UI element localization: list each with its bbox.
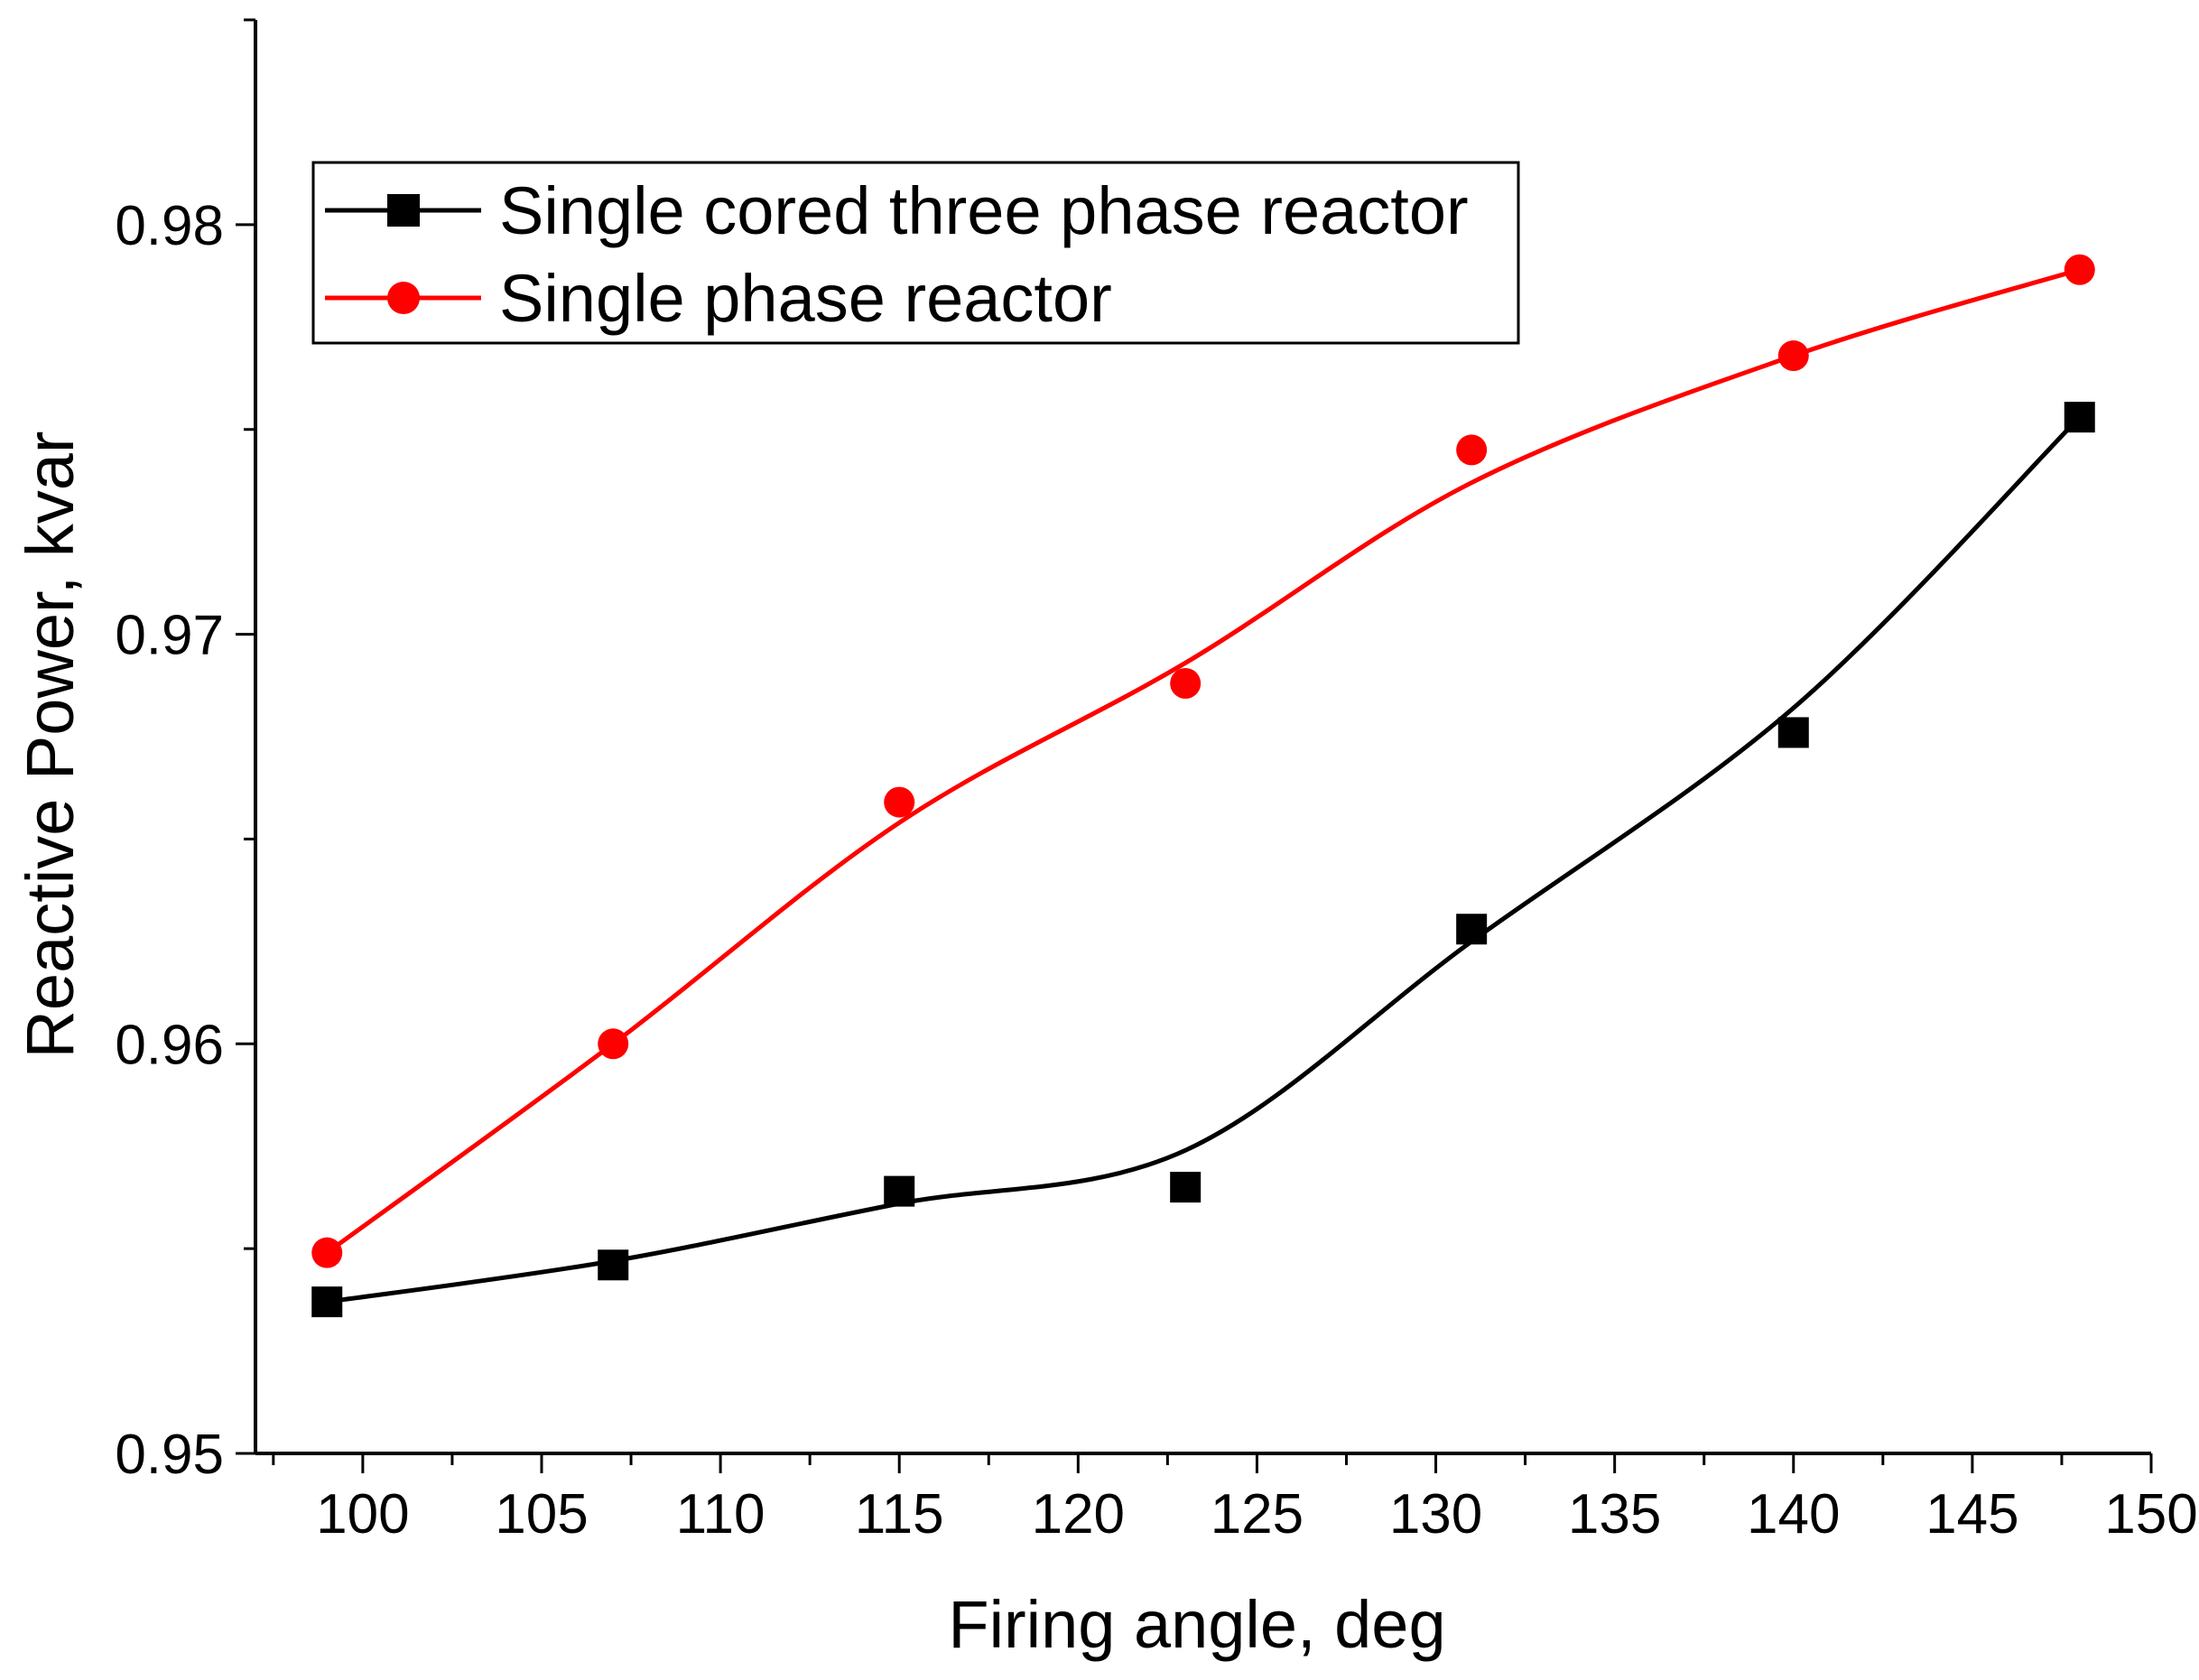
data-point-square [598,1249,629,1281]
x-tick-label: 110 [676,1483,765,1545]
x-tick-label: 145 [1925,1483,2018,1545]
x-tick-label: 105 [495,1483,588,1545]
y-axis-title: Reactive Power, kvar [13,431,88,1058]
x-tick-label: 115 [855,1483,944,1545]
axes: 100 105 110 115 120 125 130 135 140 145 150 0.95 0.9… [115,18,2198,1545]
x-tick-label: 120 [1032,1483,1125,1545]
x-tick-label: 125 [1211,1483,1304,1545]
x-tick-label: 135 [1568,1483,1661,1545]
legend-box [311,161,1520,345]
x-tick-label: 150 [2104,1483,2197,1545]
x-axis-title: Firing angle, deg [948,1587,1445,1662]
data-point-circle [311,1237,343,1268]
plot-area [311,254,2095,1318]
y-tick-label: 0.98 [115,195,224,257]
data-point-square [2064,402,2095,433]
legend-label-series-1: Single cored three phase reactor [499,173,1469,248]
legend-label-series-2: Single phase reactor [499,261,1112,336]
data-point-circle [1777,340,1809,372]
data-point-square [1170,1172,1202,1203]
data-point-square [1777,717,1809,748]
x-tick-label: 100 [316,1483,409,1545]
y-tick-label: 0.96 [115,1014,224,1076]
data-point-circle [1170,668,1202,700]
series-2-line [325,267,2081,1255]
legend-marker-circle [387,282,420,314]
data-point-square [311,1286,343,1318]
data-point-circle [884,786,915,818]
data-point-square [1456,914,1488,945]
x-tick-label: 140 [1747,1483,1840,1545]
x-tick-label: 130 [1389,1483,1482,1545]
series-1 [311,402,2095,1318]
series-1-line [326,415,2082,1304]
legend: Single cored three phase reactor Single … [311,161,1520,345]
data-point-square [884,1175,915,1207]
y-tick-label: 0.97 [115,605,224,667]
series-2 [311,254,2095,1268]
data-point-circle [1456,434,1488,466]
data-point-circle [2064,254,2095,285]
data-point-circle [598,1028,629,1060]
legend-marker-square [387,194,420,227]
y-tick-label: 0.95 [115,1424,224,1486]
